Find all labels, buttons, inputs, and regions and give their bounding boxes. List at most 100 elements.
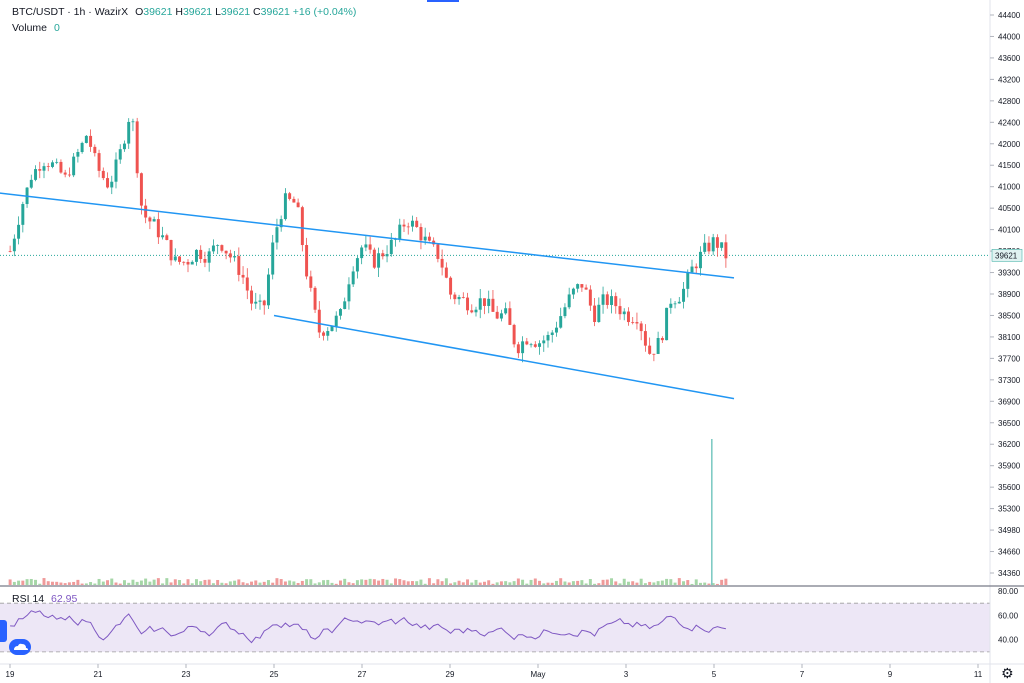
candle-body[interactable] [559,316,563,328]
candle-body[interactable] [114,159,118,182]
candle-body[interactable] [669,303,673,308]
candle-body[interactable] [110,181,114,188]
candle-body[interactable] [427,236,431,241]
candle-body[interactable] [288,193,292,199]
candle-body[interactable] [402,224,406,227]
candle-body[interactable] [720,242,724,248]
candle-body[interactable] [42,166,46,171]
candle-body[interactable] [300,207,304,246]
candle-body[interactable] [491,298,495,312]
candles[interactable] [8,117,728,363]
candle-body[interactable] [546,334,550,341]
candle-body[interactable] [194,249,198,262]
candle-body[interactable] [639,323,643,332]
candle-body[interactable] [135,121,139,174]
candle-body[interactable] [173,256,177,261]
candle-body[interactable] [466,297,470,311]
candle-body[interactable] [17,224,21,239]
candle-body[interactable] [283,193,287,220]
candle-body[interactable] [76,152,80,157]
candle-body[interactable] [436,244,440,259]
candle-body[interactable] [673,303,677,305]
rsi-pane[interactable] [0,602,990,653]
candle-body[interactable] [368,244,372,250]
candle-body[interactable] [89,135,93,147]
candle-body[interactable] [610,296,614,305]
candle-body[interactable] [50,162,54,167]
candle-body[interactable] [542,340,546,344]
candle-body[interactable] [550,332,554,335]
candle-body[interactable] [250,290,254,304]
candle-body[interactable] [533,344,537,347]
candle-body[interactable] [360,247,364,259]
candle-body[interactable] [423,236,427,241]
candle-body[interactable] [665,307,669,341]
candle-body[interactable] [97,153,101,171]
candle-body[interactable] [122,143,126,150]
candle-body[interactable] [377,253,381,268]
candle-body[interactable] [262,300,266,306]
candle-body[interactable] [156,219,160,238]
candle-body[interactable] [622,311,626,315]
candle-body[interactable] [686,272,690,289]
candle-body[interactable] [237,256,241,275]
candle-body[interactable] [131,121,135,123]
candle-body[interactable] [563,307,567,317]
candle-body[interactable] [597,304,601,323]
candle-body[interactable] [38,169,42,171]
candle-body[interactable] [67,174,71,176]
rsi-line[interactable] [10,610,726,644]
candle-body[interactable] [567,294,571,308]
candle-body[interactable] [216,245,220,246]
candle-body[interactable] [309,276,313,288]
candle-body[interactable] [643,331,647,346]
candle-body[interactable] [478,298,482,310]
candle-body[interactable] [29,179,33,188]
candle-body[interactable] [241,274,245,278]
candle-body[interactable] [55,161,59,163]
candle-body[interactable] [72,156,76,176]
candle-body[interactable] [398,224,402,239]
candle-body[interactable] [338,309,342,316]
candle-body[interactable] [118,149,122,160]
candle-body[interactable] [482,298,486,306]
candle-body[interactable] [343,301,347,310]
candle-body[interactable] [470,310,474,313]
channel-line-lower[interactable] [273,314,735,400]
candle-body[interactable] [707,242,711,252]
candle-body[interactable] [8,251,12,252]
candle-body[interactable] [703,242,707,252]
candle-body[interactable] [266,274,270,306]
candle-body[interactable] [538,343,542,347]
volume-label[interactable]: Volume [12,22,48,34]
candle-body[interactable] [521,341,525,354]
candle-body[interactable] [449,277,453,295]
candle-body[interactable] [139,173,143,206]
candle-body[interactable] [410,220,414,227]
candle-body[interactable] [245,277,249,291]
candle-body[interactable] [389,239,393,255]
candle-body[interactable] [694,266,698,269]
candle-body[interactable] [698,251,702,269]
candle-body[interactable] [144,205,148,218]
candle-body[interactable] [161,235,165,238]
candle-body[interactable] [258,300,262,302]
trend-channel[interactable] [0,189,735,400]
candle-body[interactable] [12,238,16,252]
candle-body[interactable] [588,289,592,306]
candle-body[interactable] [84,135,88,143]
candle-body[interactable] [440,258,444,268]
candle-body[interactable] [364,244,368,248]
candle-body[interactable] [186,261,190,265]
candle-body[interactable] [334,315,338,327]
candle-body[interactable] [220,245,224,251]
candle-body[interactable] [296,202,300,208]
candle-body[interactable] [529,344,533,346]
candle-body[interactable] [461,297,465,298]
candle-body[interactable] [635,322,639,324]
candle-body[interactable] [660,338,664,341]
candle-body[interactable] [305,245,309,277]
candle-body[interactable] [207,251,211,263]
candle-body[interactable] [605,294,609,305]
